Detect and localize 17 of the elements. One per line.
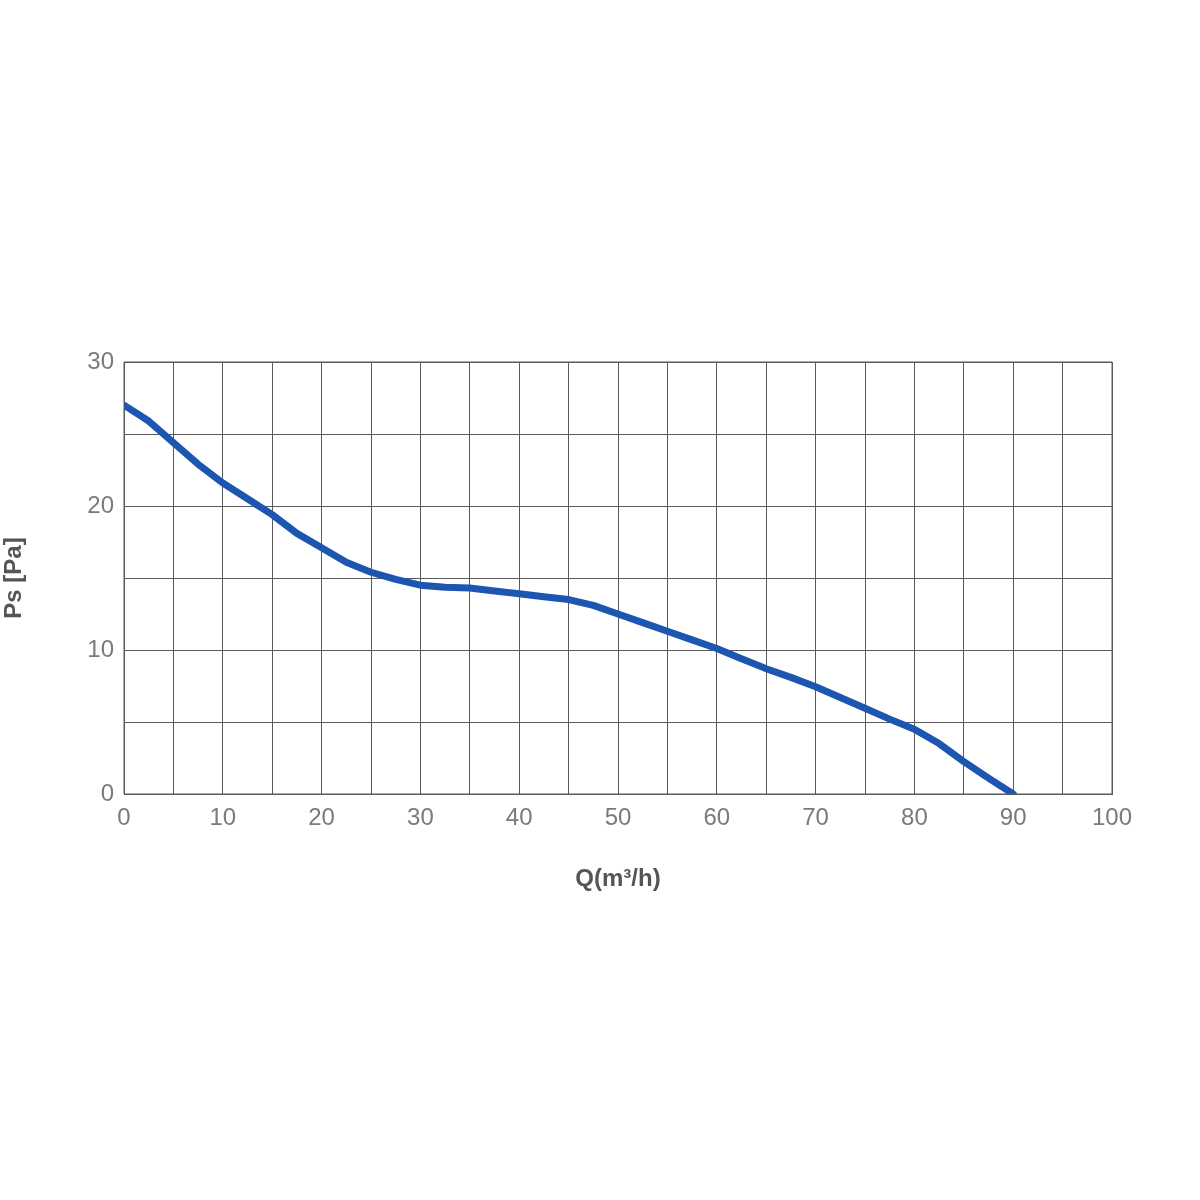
x-tick-label: 30 <box>407 803 434 831</box>
x-tick-label: 60 <box>703 803 731 831</box>
y-tick-label: 10 <box>87 634 114 662</box>
x-tick-label: 10 <box>209 803 237 831</box>
x-tick-label: 70 <box>802 803 829 831</box>
y-tick-label: 0 <box>100 778 114 806</box>
y-axis-title: Ps [Pa] <box>0 537 27 619</box>
x-tick-label: 100 <box>1091 803 1133 831</box>
y-tick-label: 30 <box>87 346 114 374</box>
x-tick-label: 0 <box>117 803 131 831</box>
x-tick-label: 40 <box>505 803 533 831</box>
x-tick-label: 20 <box>308 803 335 831</box>
x-tick-label: 80 <box>901 803 928 831</box>
x-axis-title: Q(m³/h) <box>575 864 661 892</box>
x-tick-label: 50 <box>604 803 632 831</box>
y-tick-label: 20 <box>87 490 114 518</box>
x-tick-label: 90 <box>999 803 1027 831</box>
